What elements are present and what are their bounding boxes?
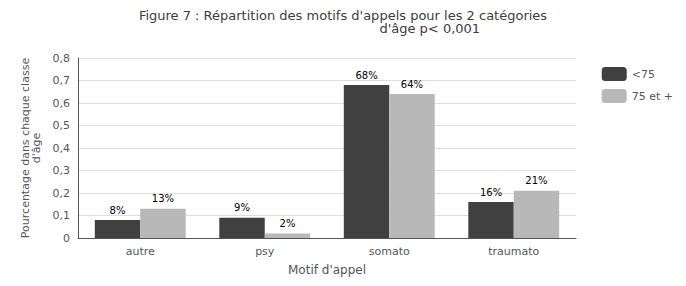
- svg-text:Pourcentage dans chaque classe: Pourcentage dans chaque classe: [18, 57, 32, 239]
- svg-text:traumato: traumato: [488, 245, 539, 258]
- svg-text:0,4: 0,4: [53, 142, 71, 155]
- svg-text:Figure 7 : Répartition des mot: Figure 7 : Répartition des motifs d'appe…: [138, 8, 548, 23]
- svg-text:8%: 8%: [110, 205, 126, 216]
- svg-text:0,5: 0,5: [53, 119, 71, 132]
- svg-text:Motif d'appel: Motif d'appel: [288, 263, 366, 277]
- svg-text:0,8: 0,8: [53, 52, 71, 65]
- svg-text:d'âge: d'âge: [30, 133, 43, 164]
- svg-text:75 et +: 75 et +: [632, 90, 673, 103]
- svg-text:0,2: 0,2: [53, 187, 71, 200]
- svg-text:0,6: 0,6: [53, 97, 71, 110]
- svg-text:somato: somato: [369, 245, 410, 258]
- svg-text:2%: 2%: [280, 218, 296, 229]
- svg-text:68%: 68%: [355, 70, 377, 81]
- svg-text:64%: 64%: [401, 79, 423, 90]
- svg-text:d'âge p< 0,001: d'âge p< 0,001: [206, 21, 480, 36]
- svg-text:16%: 16%: [480, 187, 502, 198]
- svg-text:psy: psy: [255, 245, 275, 258]
- svg-text:13%: 13%: [152, 193, 174, 204]
- svg-text:autre: autre: [126, 245, 155, 258]
- svg-text:0,7: 0,7: [53, 74, 71, 87]
- svg-text:21%: 21%: [525, 175, 547, 186]
- svg-text:0,1: 0,1: [53, 209, 71, 222]
- svg-text:9%: 9%: [234, 202, 250, 213]
- svg-text:<75: <75: [632, 68, 655, 81]
- svg-text:0: 0: [63, 232, 70, 245]
- svg-text:0,3: 0,3: [53, 164, 71, 177]
